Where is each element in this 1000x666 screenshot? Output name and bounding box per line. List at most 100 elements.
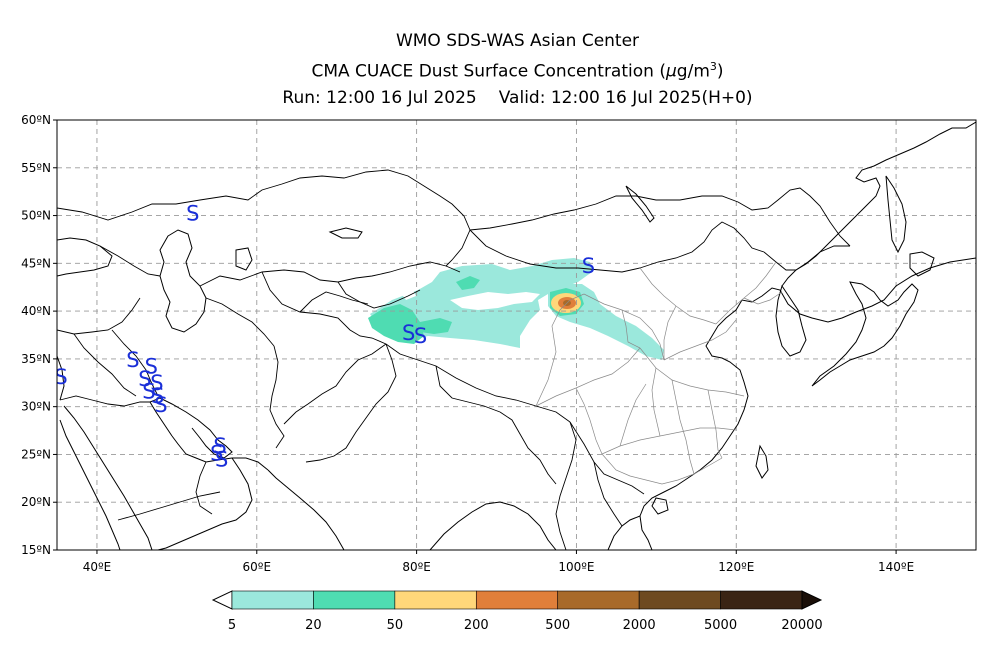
dust-observation-symbol-0: S <box>186 202 199 226</box>
border-saudi-north <box>59 395 150 407</box>
title-suffix: ) <box>716 61 724 82</box>
coastline-arabian-sea-north <box>171 435 269 471</box>
colorbar-cell-0 <box>231 590 314 610</box>
province-border-tibet-sichuan <box>575 387 603 455</box>
province-border-xinjiang <box>535 293 585 407</box>
border-iran-afghan <box>269 345 285 449</box>
dust-observation-symbol-8: S <box>142 379 155 403</box>
lon-tick-label-3: 100ºE <box>558 560 594 574</box>
dust-field-level-20-south <box>420 318 452 334</box>
dust-observation-symbol-1: S <box>582 254 595 278</box>
province-border-gansu <box>583 293 665 361</box>
border-mongolia-china <box>469 221 765 273</box>
coastline-hokkaido <box>909 251 935 277</box>
province-border-shanxi <box>663 305 677 360</box>
dust-observation-symbol-13: S <box>210 442 223 466</box>
border-pakistan-india <box>305 343 397 463</box>
province-border-northeast-2 <box>743 291 783 305</box>
colorbar-label-6: 5000 <box>704 618 737 633</box>
colorbar-cells <box>231 590 803 610</box>
province-border-southwest <box>601 453 723 485</box>
lat-tick-label-7: 50ºN <box>21 209 51 223</box>
map-title-block: WMO SDS-WAS Asian Center CMA CUACE Dust … <box>0 28 1000 111</box>
coastline-indochina <box>607 515 641 550</box>
coastline-east-asia <box>639 257 976 550</box>
border-kazakhstan-china <box>445 229 471 267</box>
lon-tick-label-5: 140ºE <box>878 560 914 574</box>
dust-field-level-20-west <box>368 304 424 344</box>
lat-tick-label-4: 35ºN <box>21 352 51 366</box>
coastline-sakhalin <box>885 175 907 254</box>
colorbar-extend-high <box>801 590 823 610</box>
lake-baikal <box>625 185 655 223</box>
province-border-northeast <box>715 261 777 325</box>
axis-tick-labels: 40ºE 60ºE 80ºE 100ºE 120ºE 140ºE 15ºN 20ºN 25ºN 3… <box>21 113 914 574</box>
dust-field-gap <box>450 292 540 310</box>
lat-tick-label-2: 25ºN <box>21 447 51 461</box>
province-border-ningxia <box>621 309 641 349</box>
run-time: Run: 12:00 16 Jul 2025 <box>282 87 477 108</box>
lon-tick-label-4: 120ºE <box>718 560 754 574</box>
border-turkey-south <box>57 297 141 335</box>
title-line-3: Run: 12:00 16 Jul 2025 Valid: 12:00 16 Ju… <box>0 85 1000 111</box>
lat-tick-label-5: 40ºN <box>21 304 51 318</box>
border-kazakhstan-south <box>199 261 461 287</box>
border-china-west <box>385 343 571 423</box>
dust-field-gap-2 <box>400 288 416 300</box>
border-russia-kazakhstan <box>57 169 471 231</box>
lat-tick-label-3: 30ºN <box>21 400 51 414</box>
province-border-east <box>671 379 695 475</box>
colorbar-label-2: 50 <box>387 618 404 633</box>
unit-exponent: 3 <box>709 60 717 73</box>
province-border-north-china <box>663 319 737 361</box>
dust-observation-symbol-11: S <box>54 365 67 389</box>
border-china-south <box>569 421 645 495</box>
border-nepal <box>435 365 501 413</box>
colorbar-cell-5 <box>638 590 721 610</box>
border-tajik-kyrgyz <box>337 281 421 309</box>
lon-tick-label-1: 60ºE <box>243 560 272 574</box>
coastline-red-sea <box>63 405 153 550</box>
border-laos-vietnam <box>593 461 623 527</box>
border-india-east <box>499 411 557 485</box>
colorbar-cell-3 <box>475 590 559 610</box>
map-frame <box>56 119 977 551</box>
lon-tick-label-2: 80ºE <box>402 560 431 574</box>
province-border-south-central <box>601 427 737 455</box>
colorbar-cell-2 <box>394 590 477 610</box>
colorbar-extend-low <box>211 590 233 610</box>
dust-observation-symbol-6: S <box>138 367 151 391</box>
lat-tick-label-8: 55ºN <box>21 161 51 175</box>
dust-observation-symbol-2: S <box>402 321 415 345</box>
dust-observation-symbol-12: S <box>213 434 226 458</box>
dust-observation-symbol-5: S <box>145 355 158 379</box>
dust-observation-symbol-9: S <box>151 384 164 408</box>
colorbar-label-4: 500 <box>545 618 570 633</box>
dust-field-level-20-north <box>456 276 480 290</box>
province-border-sichuan-chongqing <box>619 383 647 447</box>
coastline-red-sea-west <box>59 419 121 550</box>
country-borders <box>57 169 851 550</box>
border-oman-uae <box>195 461 213 515</box>
title-line-2: CMA CUACE Dust Surface Concentration (μg… <box>0 54 1000 85</box>
coastline-mediterranean <box>57 355 65 401</box>
lat-tick-label-6: 45ºN <box>21 256 51 270</box>
colorbar-label-0: 5 <box>228 618 236 633</box>
coastline-korea <box>775 284 807 357</box>
border-china-northeast <box>763 245 850 271</box>
gridlines <box>57 120 976 550</box>
unit-mu: μ <box>665 61 677 82</box>
coastline-bay-of-bengal <box>429 501 557 550</box>
unit-base: g/m <box>676 61 710 82</box>
dust-observation-symbol-4: S <box>126 348 139 372</box>
colorbar-cell-6 <box>720 590 803 610</box>
coastline-russia-far-east <box>781 121 976 287</box>
province-border-east-2 <box>707 389 723 459</box>
border-mongolia-north <box>469 187 851 247</box>
coastline-black-sea <box>57 237 113 277</box>
title-main: CMA CUACE Dust Surface Concentration ( <box>311 61 666 82</box>
lon-tick-label-0: 40ºE <box>83 560 112 574</box>
dust-observation-symbol-3: S <box>414 324 427 348</box>
province-border-qinghai <box>535 347 641 407</box>
